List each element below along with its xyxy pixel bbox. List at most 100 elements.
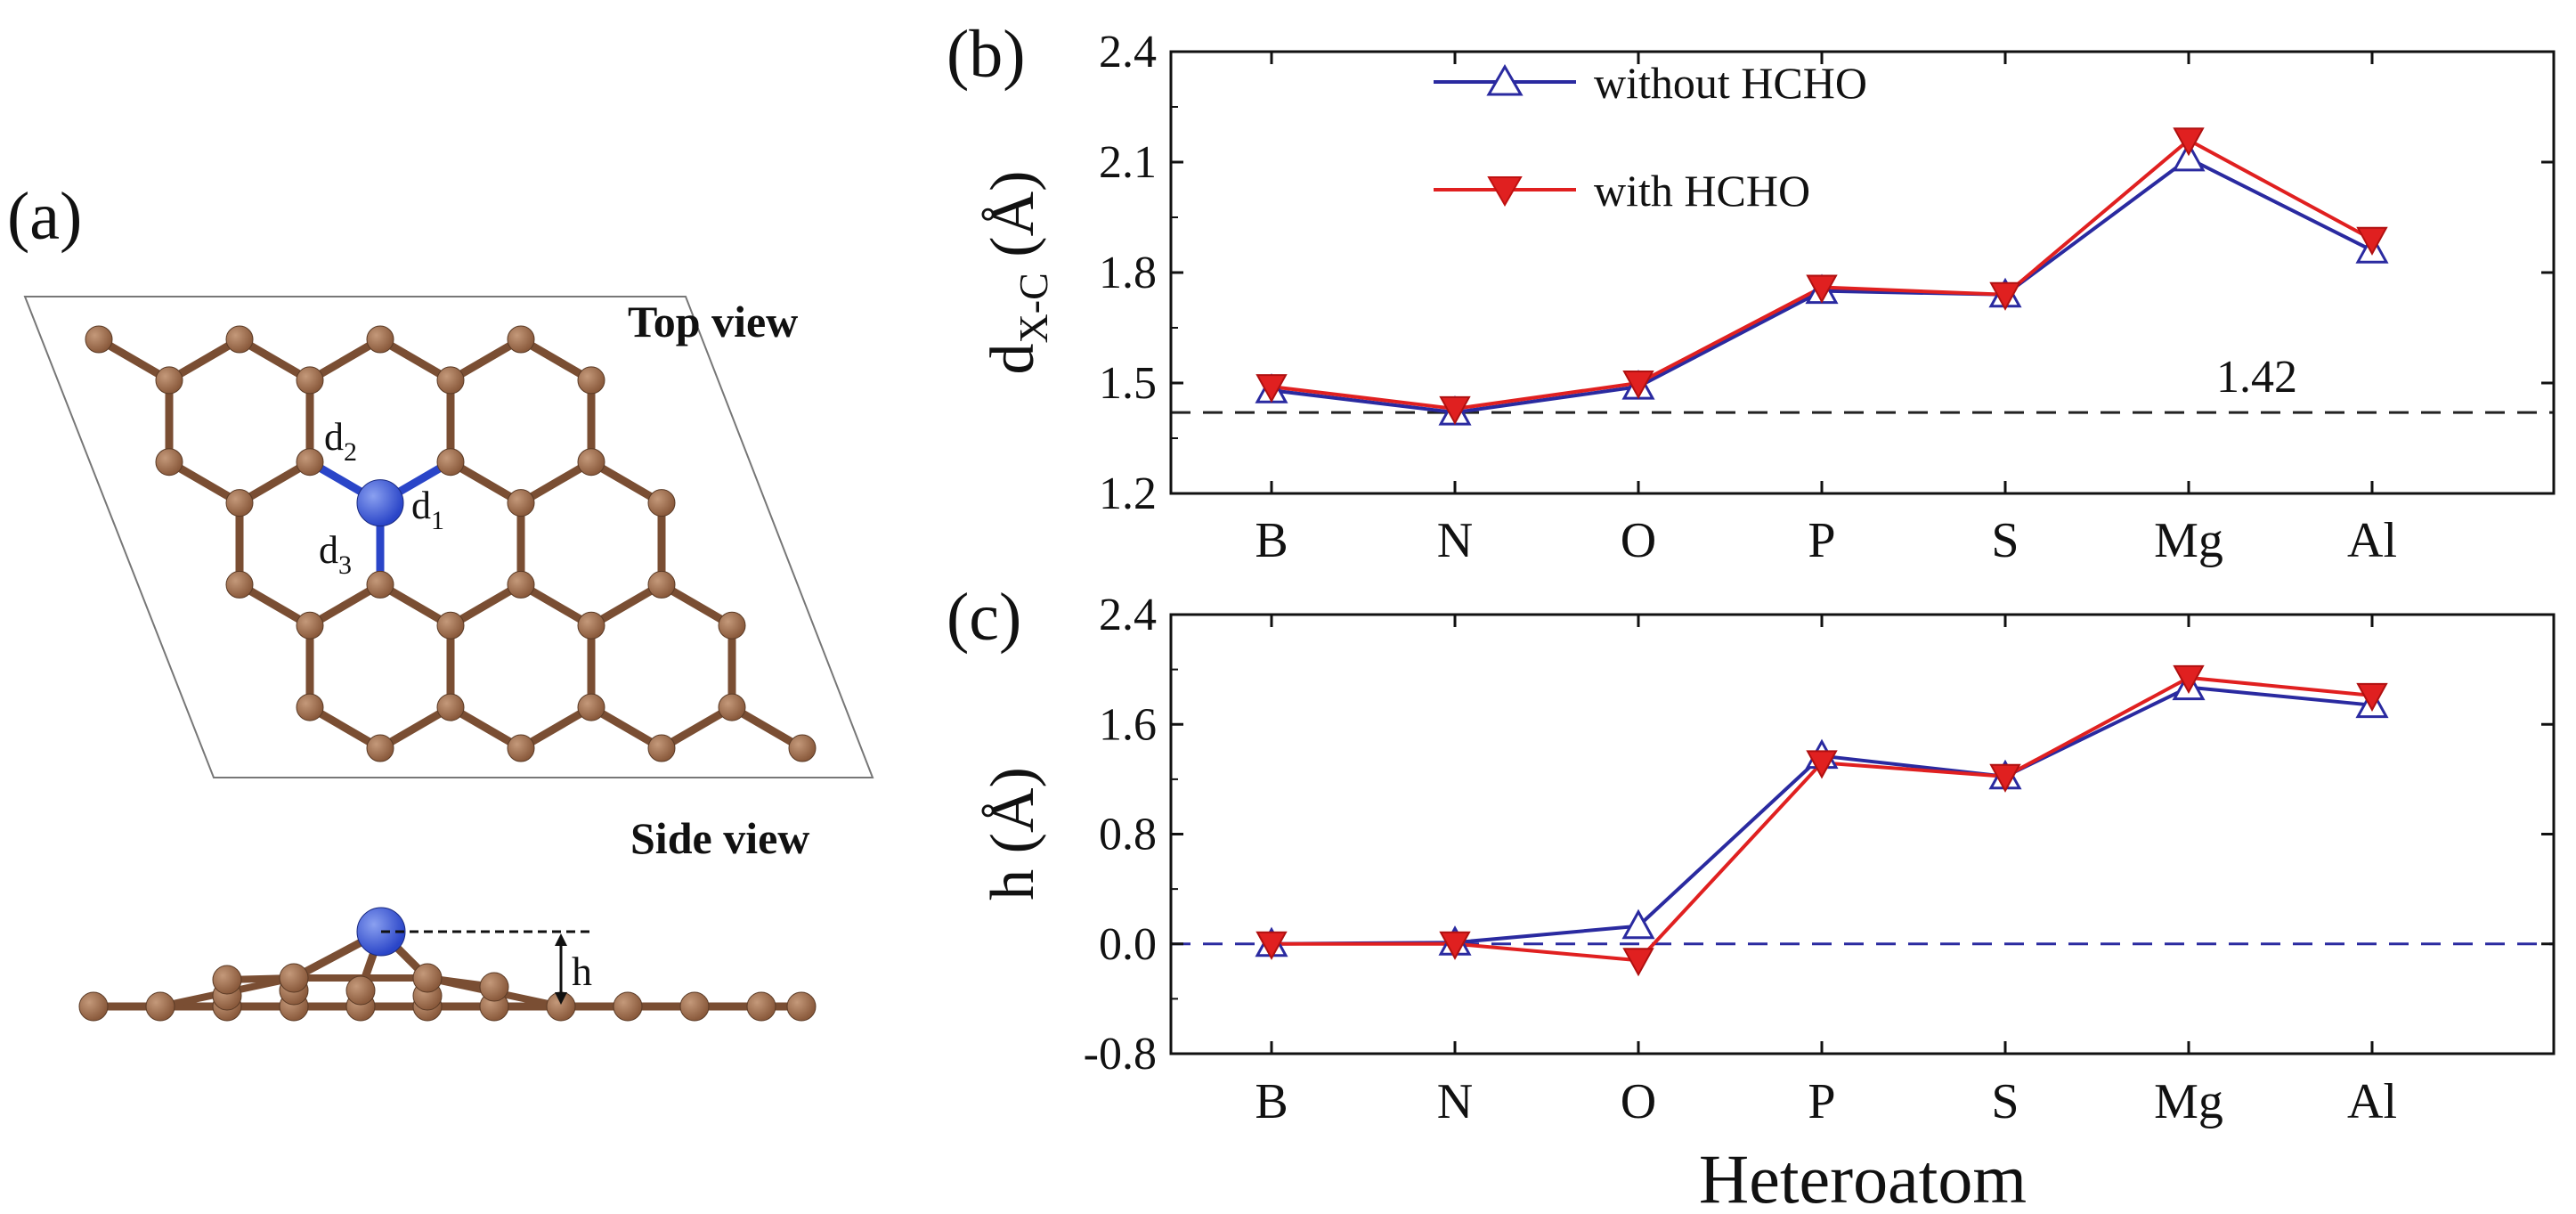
carbon-atom: [718, 693, 746, 721]
carbon-atom: [436, 366, 465, 395]
carbon-atom: [436, 448, 465, 477]
heteroatom: [356, 479, 404, 527]
carbon-atom: [225, 489, 254, 517]
bond-label-d2: d2: [324, 415, 357, 467]
side-carbon-atom: [786, 991, 817, 1022]
panel-b-legend: without HCHO with HCHO: [1434, 58, 1867, 216]
carbon-atom: [507, 570, 535, 599]
x-tick-label-o: O: [1621, 1074, 1656, 1129]
carbon-atom: [296, 448, 324, 477]
bond-label-d2-sub: 2: [344, 437, 357, 467]
carbon-atom: [155, 366, 183, 395]
x-tick-label-n: N: [1437, 1074, 1473, 1129]
x-tick-label-o: O: [1621, 513, 1656, 568]
legend-with-marker: [1487, 176, 1523, 207]
series-with-hcho-line: [1272, 675, 2373, 963]
carbon-atom: [296, 366, 324, 395]
side-carbon-atom: [746, 991, 776, 1022]
carbon-atom: [436, 693, 465, 721]
point-with-hcho-al: [2356, 682, 2388, 712]
x-tick-label-p: P: [1808, 513, 1835, 568]
bond-label-d3: d3: [319, 528, 352, 580]
bond-label-d1: d1: [411, 484, 444, 535]
point-with-hcho-s: [1989, 281, 2021, 311]
height-label: h: [572, 949, 592, 994]
point-with-hcho-o: [1622, 948, 1654, 977]
x-tick-label-b: B: [1255, 1074, 1288, 1129]
point-with-hcho-o: [1622, 371, 1654, 400]
point-with-hcho-n: [1439, 395, 1471, 426]
x-tick-label-n: N: [1437, 513, 1473, 568]
side-carbon-atom: [145, 991, 175, 1022]
panel-b-y-axis-label-base: d: [979, 343, 1047, 374]
legend-without-marker: [1486, 64, 1524, 96]
carbon-atom: [507, 325, 535, 354]
top-view-label: Top view: [628, 297, 798, 346]
carbon-atom: [225, 325, 254, 354]
x-tick-label-b: B: [1255, 513, 1288, 568]
panel-a-label: (a): [7, 179, 82, 254]
side-carbon-atom: [613, 991, 643, 1022]
carbon-atom: [366, 570, 394, 599]
height-arrow-head-bottom: [555, 992, 567, 1005]
panel-a-structure: (a) Top view Side view d1 d2 d3 h: [7, 179, 874, 1022]
x-tick-label-s: S: [1991, 1074, 2019, 1129]
y-tick-label: 2.1: [1099, 137, 1157, 188]
y-tick-label: 1.8: [1099, 248, 1157, 298]
carbon-atom: [647, 570, 676, 599]
panel-c-y-axis-label-text: h (Å): [979, 767, 1047, 900]
carbon-atom: [788, 734, 817, 762]
panel-c-x-axis-label: Heteroatom: [1699, 1140, 2027, 1214]
panel-b-chart: (b) 1.2 1.5 1.8 2.1 2.4 B N O P S Mg Al 1.42 dX-C (…: [947, 17, 2556, 568]
supercell-boundary: [23, 296, 874, 778]
side-carbon-atom: [78, 991, 109, 1022]
panel-b-y-axis-label-sub: X-C: [1011, 273, 1056, 343]
carbon-atom: [577, 448, 605, 477]
point-with-hcho-mg: [2173, 127, 2205, 157]
point-with-hcho-b: [1255, 931, 1288, 960]
point-with-hcho-p: [1806, 274, 1838, 304]
y-tick-label: 1.6: [1099, 699, 1157, 750]
carbon-atom: [155, 448, 183, 477]
y-tick-label: 2.4: [1099, 27, 1157, 77]
x-tick-label-s: S: [1991, 513, 2019, 568]
panel-c-label: (c): [947, 580, 1021, 655]
carbon-atom: [225, 570, 254, 599]
height-arrow-head-top: [555, 933, 567, 946]
carbon-atom: [296, 693, 324, 721]
bond-label-d1-sub: 1: [431, 506, 444, 535]
side-carbon-atom: [412, 963, 443, 993]
panel-b-label: (b): [947, 17, 1026, 92]
side-carbon-atom: [212, 965, 242, 995]
panel-b-y-axis-label: dX-C (Å): [979, 171, 1056, 375]
x-tick-label-al: Al: [2347, 1074, 2397, 1129]
side-carbon-atom: [279, 963, 309, 993]
point-with-hcho-mg: [2173, 664, 2205, 694]
panel-c-chart: (c) -0.8 0.0 0.8 1.6 2.4 B N O P S Mg Al h (Å) Hete…: [947, 580, 2556, 1214]
side-carbon-atom: [345, 975, 376, 1006]
y-tick-label: 1.5: [1099, 358, 1157, 409]
point-with-hcho-p: [1806, 750, 1838, 779]
carbon-atom: [577, 611, 605, 640]
top-view-lattice: [85, 325, 817, 762]
panel-b-reference-label: 1.42: [2216, 352, 2297, 403]
legend-without-label: without HCHO: [1594, 58, 1867, 108]
carbon-atom: [366, 734, 394, 762]
x-tick-label-mg: Mg: [2154, 1074, 2223, 1129]
carbon-atom: [366, 325, 394, 354]
bond-label-d3-sub: 3: [338, 550, 352, 580]
bond-label-d3-base: d: [319, 528, 338, 572]
point-without-hcho-mg: [2172, 141, 2206, 172]
carbon-atom: [647, 734, 676, 762]
carbon-atom: [507, 489, 535, 517]
carbon-atom: [718, 611, 746, 640]
carbon-atom: [577, 693, 605, 721]
panel-b-y-axis-label-unit: (Å): [979, 171, 1047, 273]
point-with-hcho-b: [1255, 374, 1288, 403]
bond-label-d2-base: d: [324, 415, 344, 459]
x-tick-label-p: P: [1808, 1074, 1835, 1129]
y-tick-label: 0.0: [1099, 919, 1157, 970]
series-without-hcho-line: [1271, 685, 2373, 946]
point-with-hcho-n: [1439, 931, 1471, 960]
